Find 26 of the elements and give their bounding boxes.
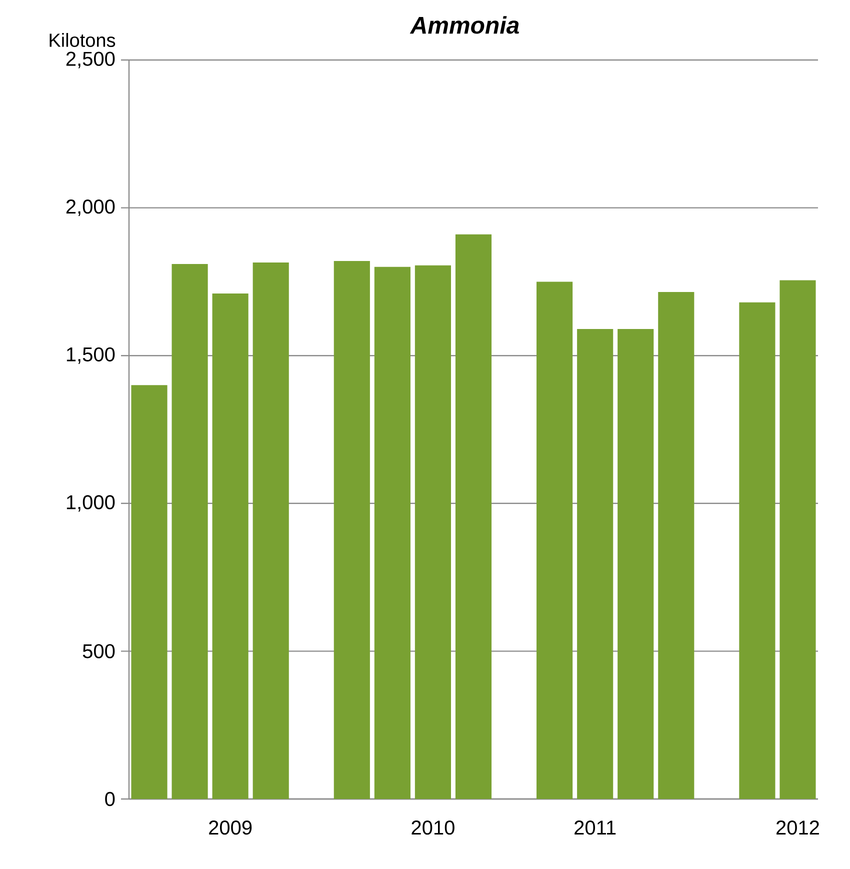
x-tick-label: 2011 [574,820,616,835]
y-tick-label: 1,500 [66,347,115,364]
y-tick-label: 1,000 [66,495,115,512]
y-tick-label: 2,000 [66,200,115,216]
bar [536,282,573,799]
bar [374,266,410,799]
bar [618,328,654,799]
bar [455,234,492,799]
bar [252,262,289,799]
bar [334,261,370,799]
y-tick-label: 500 [82,644,115,658]
chart-title: Ammonia [410,16,519,34]
x-tick-label: 2010 [412,820,454,835]
bar [739,302,776,799]
x-tick-label: 2009 [209,820,252,835]
x-tick-label: 2012 [776,820,819,835]
bar [780,280,816,799]
y-axis-title: Kilotons [50,33,116,47]
bar [658,292,694,799]
bar [577,328,614,799]
bar [131,385,168,799]
bar [172,264,208,799]
y-tick-label: 2,500 [66,52,115,68]
bar [212,294,248,799]
bar [414,265,452,799]
y-tick-label: 0 [105,792,115,806]
